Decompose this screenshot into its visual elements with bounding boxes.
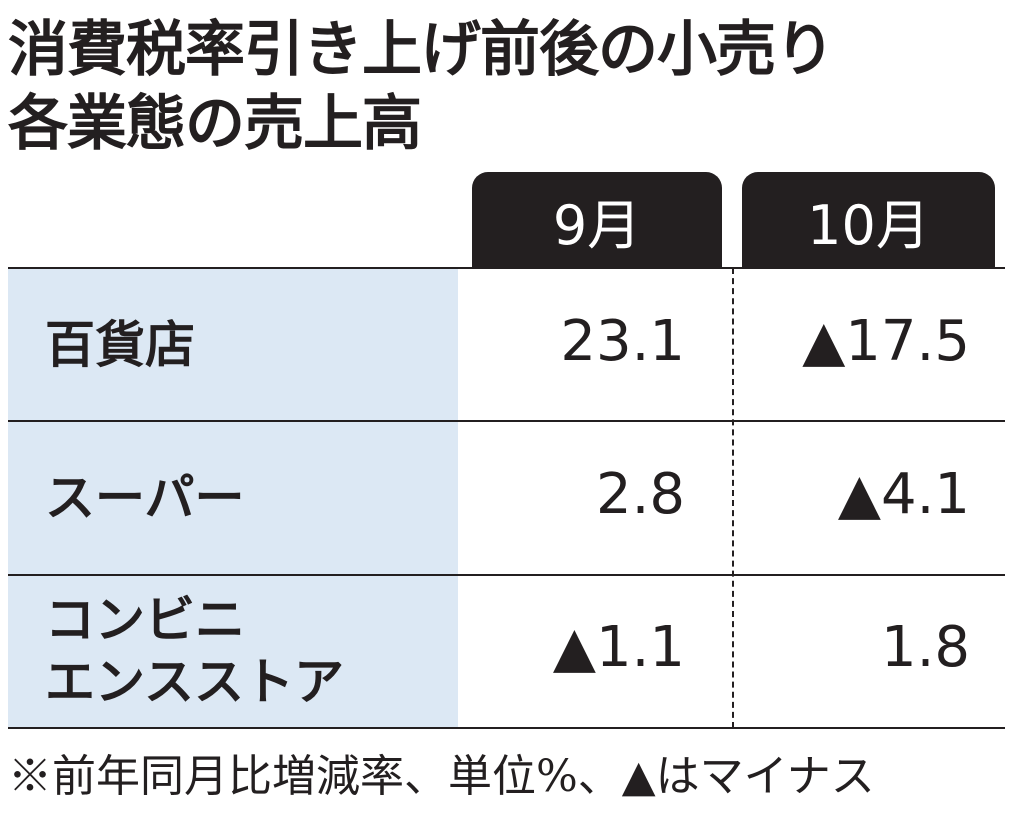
cell-value: 1.8 [880, 615, 970, 681]
cell-value: 2.8 [595, 461, 685, 527]
cell-value: ▲1.1 [552, 615, 685, 681]
cell-value: ▲17.5 [802, 308, 970, 374]
footnote: ※前年同月比増減率、単位%、▲はマイナス [8, 751, 875, 802]
title: 消費税率引き上げ前後の小売り [8, 15, 835, 85]
row-line [8, 573, 1005, 576]
cell-value: ▲4.1 [837, 461, 970, 527]
title: 各業態の売上高 [8, 89, 422, 159]
row-label: コンビニ [45, 591, 245, 650]
row-line [8, 267, 1005, 269]
cell-value: 23.1 [560, 308, 685, 374]
row-label: スーパー [45, 468, 245, 527]
row-label: 百貨店 [45, 315, 195, 374]
column-divider [732, 268, 734, 728]
column-header: 10月 [742, 172, 995, 268]
row-line [8, 726, 1005, 729]
row-label: エンスストア [45, 653, 344, 712]
row-line [8, 420, 1005, 423]
column-header: 9月 [472, 172, 722, 268]
label-column-bg [8, 268, 458, 728]
